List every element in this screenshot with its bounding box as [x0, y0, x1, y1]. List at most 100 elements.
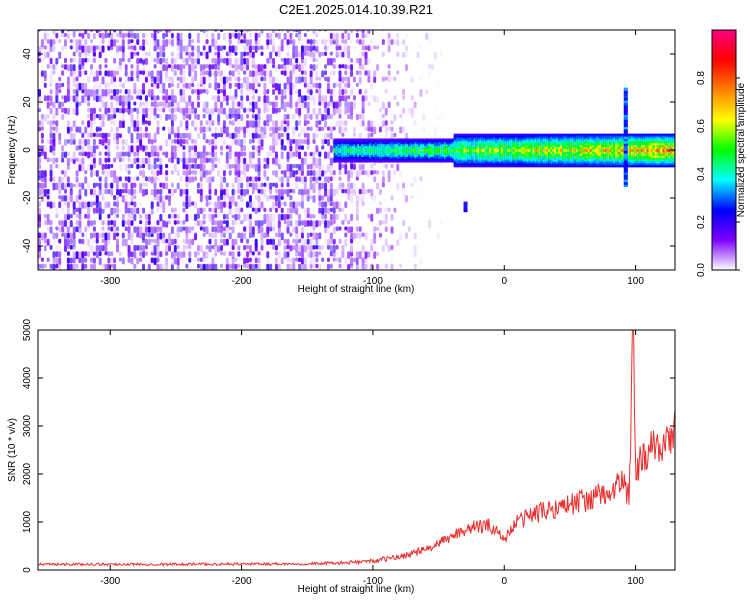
heatmap-noise-cell — [147, 107, 151, 113]
heatmap-noise-cell — [283, 114, 287, 121]
heatmap-ridge-cell — [471, 149, 475, 152]
heatmap-noise-cell — [248, 157, 252, 166]
heatmap-noise-cell — [318, 126, 322, 132]
heatmap-noise-cell — [84, 170, 88, 175]
heatmap-noise-cell — [347, 176, 351, 182]
heatmap-noise-cell — [98, 201, 102, 209]
heatmap-noise-cell — [121, 138, 125, 145]
heatmap-noise-cell — [101, 120, 105, 127]
heatmap-noise-cell — [153, 107, 157, 116]
heatmap-noise-cell — [312, 257, 316, 265]
heatmap-noise-cell — [292, 114, 296, 120]
heatmap-noise-cell — [274, 151, 278, 159]
heatmap-noise-cell — [136, 138, 140, 144]
heatmap-noise-cell — [170, 238, 174, 246]
heatmap-noise-cell — [298, 30, 302, 35]
heatmap-noise-cell — [312, 151, 316, 160]
heatmap-noise-cell — [338, 70, 342, 78]
heatmap-noise-cell — [303, 138, 307, 145]
heatmap-noise-cell — [344, 82, 348, 88]
heatmap-noise-cell — [240, 138, 244, 147]
heatmap-noise-cell — [286, 213, 290, 220]
heatmap-noise-cell — [75, 76, 79, 82]
heatmap-noise-cell — [272, 145, 276, 154]
heatmap-noise-cell — [257, 220, 261, 228]
heatmap-noise-cell — [243, 263, 247, 268]
heatmap-noise-cell — [144, 238, 148, 245]
heatmap-noise-cell — [87, 201, 91, 208]
heatmap-noise-cell — [318, 101, 322, 106]
heatmap-noise-cell — [58, 226, 62, 233]
heatmap-noise-cell — [139, 89, 143, 94]
heatmap-noise-cell — [309, 226, 313, 234]
heatmap-noise-cell — [378, 263, 382, 270]
heatmap-noise-cell — [361, 32, 365, 39]
heatmap-noise-cell — [191, 39, 195, 44]
heatmap-noise-cell — [170, 70, 174, 76]
heatmap-noise-cell — [156, 120, 160, 126]
heatmap-noise-cell — [263, 182, 267, 187]
heatmap-noise-cell — [378, 107, 382, 113]
heatmap-noise-cell — [283, 226, 287, 234]
heatmap-noise-cell — [266, 163, 270, 169]
heatmap-noise-cell — [121, 151, 125, 157]
heatmap-noise-cell — [110, 188, 114, 196]
heatmap-noise-cell — [300, 220, 304, 226]
heatmap-noise-cell — [338, 238, 342, 244]
heatmap-noise-cell — [208, 201, 212, 206]
heatmap-noise-cell — [38, 89, 41, 97]
heatmap-noise-cell — [69, 257, 73, 264]
heatmap-noise-cell — [165, 39, 169, 47]
heatmap-noise-cell — [173, 107, 177, 113]
heatmap-noise-cell — [168, 39, 172, 45]
heatmap-ridge-cell — [365, 150, 368, 151]
heatmap-noise-cell — [407, 107, 411, 115]
heatmap-noise-cell — [335, 226, 339, 232]
heatmap-noise-cell — [191, 170, 195, 175]
heatmap-noise-cell — [205, 151, 209, 156]
heatmap-noise-cell — [361, 30, 365, 34]
heatmap-noise-cell — [384, 163, 388, 169]
heatmap-noise-cell — [121, 220, 125, 227]
heatmap-noise-cell — [344, 188, 348, 194]
heatmap-noise-cell — [237, 245, 241, 251]
x-tick-label: -300 — [100, 276, 120, 287]
heatmap-noise-cell — [52, 101, 56, 109]
heatmap-noise-cell — [295, 257, 299, 262]
heatmap-noise-cell — [300, 188, 304, 196]
heatmap-noise-cell — [179, 70, 183, 76]
heatmap-noise-cell — [306, 195, 310, 202]
heatmap-noise-cell — [295, 51, 299, 58]
heatmap-noise-cell — [98, 39, 102, 44]
heatmap-noise-cell — [283, 95, 287, 100]
heatmap-noise-cell — [84, 45, 88, 53]
heatmap-noise-cell — [98, 151, 102, 156]
heatmap-noise-cell — [182, 220, 186, 225]
heatmap-noise-cell — [309, 251, 313, 258]
heatmap-noise-cell — [373, 226, 377, 232]
heatmap-noise-cell — [130, 30, 134, 34]
heatmap-noise-cell — [104, 220, 108, 227]
heatmap-noise-cell — [300, 170, 304, 176]
heatmap-noise-cell — [329, 95, 333, 103]
heatmap-noise-cell — [156, 201, 160, 207]
heatmap-ridge-cell — [457, 149, 461, 152]
heatmap-noise-cell — [222, 32, 226, 41]
heatmap-noise-cell — [159, 82, 163, 89]
heatmap-noise-cell — [315, 263, 319, 269]
heatmap-noise-cell — [303, 188, 307, 196]
heatmap-noise-cell — [246, 39, 250, 47]
heatmap-noise-cell — [237, 138, 241, 147]
heatmap-noise-cell — [300, 57, 304, 64]
heatmap-noise-cell — [170, 95, 174, 103]
heatmap-noise-cell — [364, 170, 368, 176]
heatmap-noise-cell — [390, 257, 394, 265]
heatmap-noise-cell — [124, 182, 128, 190]
heatmap-noise-cell — [217, 132, 221, 138]
heatmap-noise-cell — [127, 95, 131, 104]
heatmap-noise-cell — [269, 238, 273, 245]
heatmap-noise-cell — [72, 57, 76, 63]
heatmap-noise-cell — [64, 57, 68, 64]
heatmap-noise-cell — [142, 82, 146, 91]
heatmap-noise-cell — [217, 138, 221, 146]
